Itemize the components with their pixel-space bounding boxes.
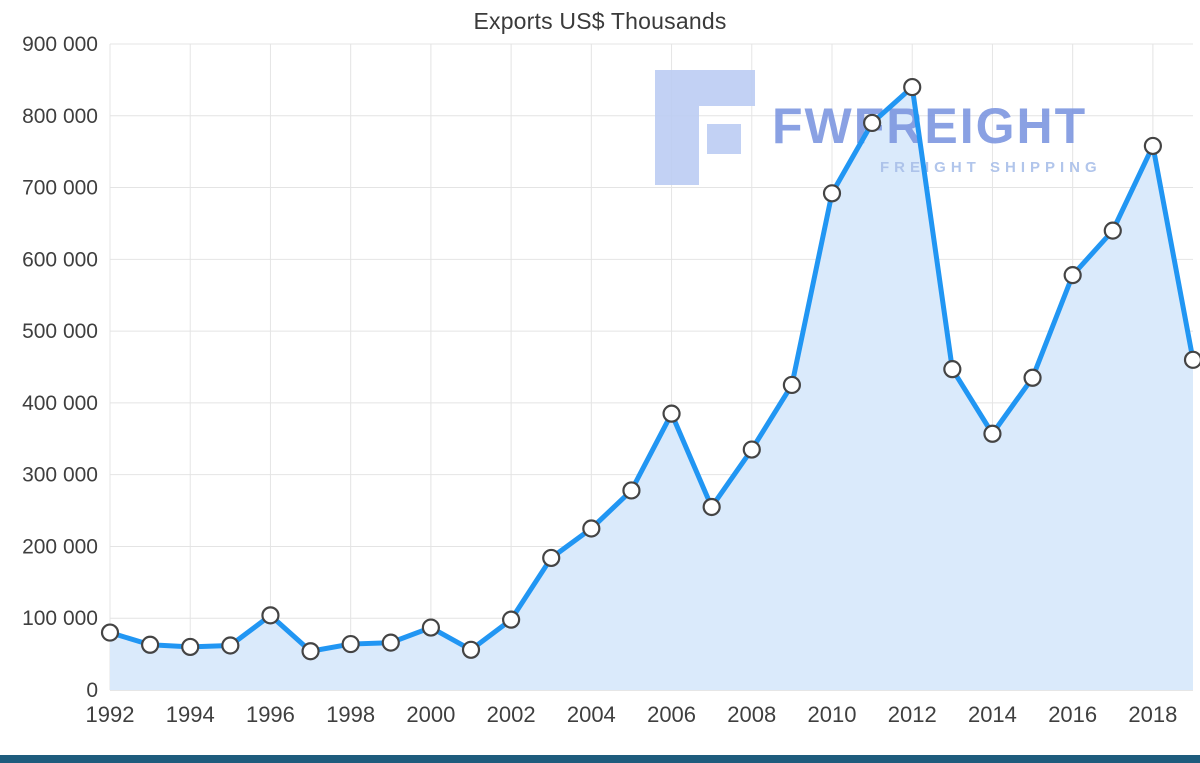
x-tick-label: 2012 [888, 702, 937, 727]
footer-bar [0, 755, 1200, 763]
data-point-marker [461, 640, 481, 659]
data-point-marker [943, 360, 962, 379]
x-tick-label: 2004 [567, 702, 616, 727]
data-point-marker [702, 497, 721, 517]
data-point-marker [221, 636, 240, 655]
data-point-marker [341, 634, 360, 654]
x-tick-label: 2006 [647, 702, 696, 727]
watermark-brand-text: FWFREIGHT [772, 98, 1087, 154]
x-tick-label: 2010 [808, 702, 857, 727]
data-point-marker [782, 375, 801, 395]
x-tick-label: 1992 [86, 702, 135, 727]
x-tick-label: 2002 [487, 702, 536, 727]
data-point-marker [542, 548, 561, 568]
brand-logo-icon [655, 70, 699, 185]
y-tick-label: 600 000 [22, 248, 98, 271]
data-point-marker [1023, 368, 1042, 387]
data-point-marker [903, 77, 922, 97]
y-tick-label: 300 000 [22, 464, 98, 487]
data-point-marker [381, 633, 400, 652]
data-point-marker [1143, 136, 1162, 156]
y-tick-label: 700 000 [22, 177, 98, 200]
x-tick-label: 2014 [968, 702, 1017, 727]
y-tick-label: 0 [86, 679, 98, 702]
x-tick-label: 2008 [727, 702, 776, 727]
data-point-marker [100, 623, 120, 642]
data-point-marker [1183, 350, 1200, 369]
y-tick-label: 200 000 [22, 535, 98, 558]
y-tick-label: 800 000 [22, 105, 98, 128]
data-line [107, 84, 1196, 654]
data-point-marker [301, 642, 320, 661]
watermark-subtitle-text: FREIGHT SHIPPING [880, 159, 1102, 176]
data-point-marker [141, 635, 160, 654]
data-point-marker [1063, 266, 1082, 285]
watermark: FWFREIGHT FREIGHT SHIPPING [655, 70, 1102, 185]
chart-title: Exports US$ Thousands [473, 8, 727, 34]
data-point-marker [421, 618, 440, 637]
data-point-marker [502, 610, 521, 629]
data-point-marker [742, 440, 761, 459]
brand-logo-icon [707, 124, 741, 154]
x-tick-label: 1996 [246, 702, 295, 727]
data-point-marker [822, 184, 842, 203]
data-point-marker [983, 424, 1002, 443]
data-point-marker [1103, 221, 1122, 240]
data-point-marker [181, 637, 200, 657]
area-fill [110, 87, 1193, 691]
y-tick-label: 100 000 [22, 607, 98, 630]
y-tick-label: 500 000 [22, 320, 98, 343]
x-tick-label: 2000 [406, 702, 455, 727]
data-point-marker [662, 404, 681, 423]
data-point-marker [261, 606, 280, 625]
x-tick-label: 2018 [1128, 702, 1177, 727]
y-tick-label: 900 000 [22, 33, 98, 56]
data-point-marker [863, 113, 882, 133]
data-point-marker [622, 481, 641, 500]
x-tick-label: 1994 [166, 702, 215, 727]
data-point-marker [582, 519, 601, 538]
y-tick-label: 400 000 [22, 392, 98, 415]
x-tick-label: 2016 [1048, 702, 1097, 727]
x-tick-label: 1998 [326, 702, 375, 727]
